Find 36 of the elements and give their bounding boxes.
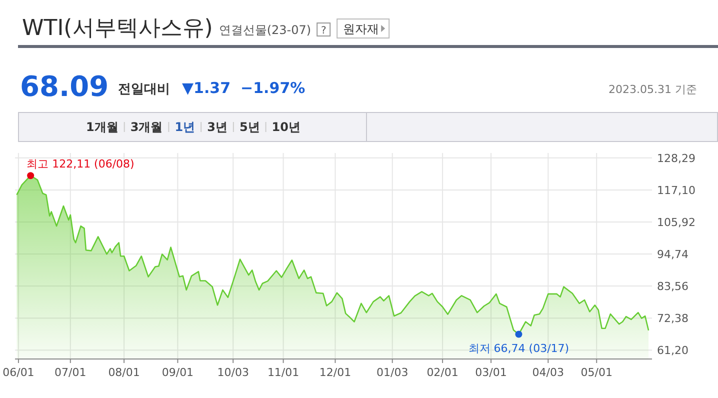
x-tick-label: 05/01 xyxy=(580,366,612,379)
text: ▼1.37 xyxy=(182,79,231,97)
text: 68.09 xyxy=(20,70,109,103)
text: 2023.05.31 기준 xyxy=(608,83,697,96)
x-tick-label: 04/03 xyxy=(532,366,564,379)
x-tick-label: 12/01 xyxy=(319,366,352,379)
y-tick-label: 105,92 xyxy=(657,216,696,229)
x-tick-label: 01/03 xyxy=(376,366,408,379)
x-tick-label: 03/01 xyxy=(475,366,507,379)
y-tick-label: 61,20 xyxy=(657,344,688,358)
annotation: 최고 122,11 (06/08) xyxy=(26,158,134,171)
text: 1개월 xyxy=(86,120,118,134)
x-tick-label: 11/01 xyxy=(267,366,300,379)
x-tick-label: 06/01 xyxy=(2,366,34,379)
text: 원자재 xyxy=(343,22,380,36)
x-tick-label: 10/03 xyxy=(217,366,249,379)
x-tick-label: 08/01 xyxy=(108,366,140,379)
chart-subtitle: 연결선물(23-07) xyxy=(218,23,312,37)
text: −1.97% xyxy=(240,79,306,97)
text: ? xyxy=(320,26,326,36)
chart-title: WTI(서부텍사스유) xyxy=(22,16,213,41)
x-tick-label: 07/01 xyxy=(54,366,86,379)
text: 1년 xyxy=(174,120,196,134)
y-tick-label: 117,10 xyxy=(657,184,696,197)
text: 3년 xyxy=(207,120,228,134)
x-tick-label: 02/01 xyxy=(426,366,458,379)
text: 5년 xyxy=(239,120,260,134)
annotation: 최저 66,74 (03/17) xyxy=(468,342,570,356)
text: 전일대비 xyxy=(118,82,170,97)
text: 3개월 xyxy=(130,120,163,134)
text: 10년 xyxy=(272,120,300,134)
y-tick-label: 94,74 xyxy=(657,248,688,262)
y-tick-label: 128,29 xyxy=(657,152,696,165)
y-tick-label: 83,56 xyxy=(657,280,688,294)
x-tick-label: 09/01 xyxy=(162,366,194,379)
y-tick-label: 72,38 xyxy=(657,312,688,326)
